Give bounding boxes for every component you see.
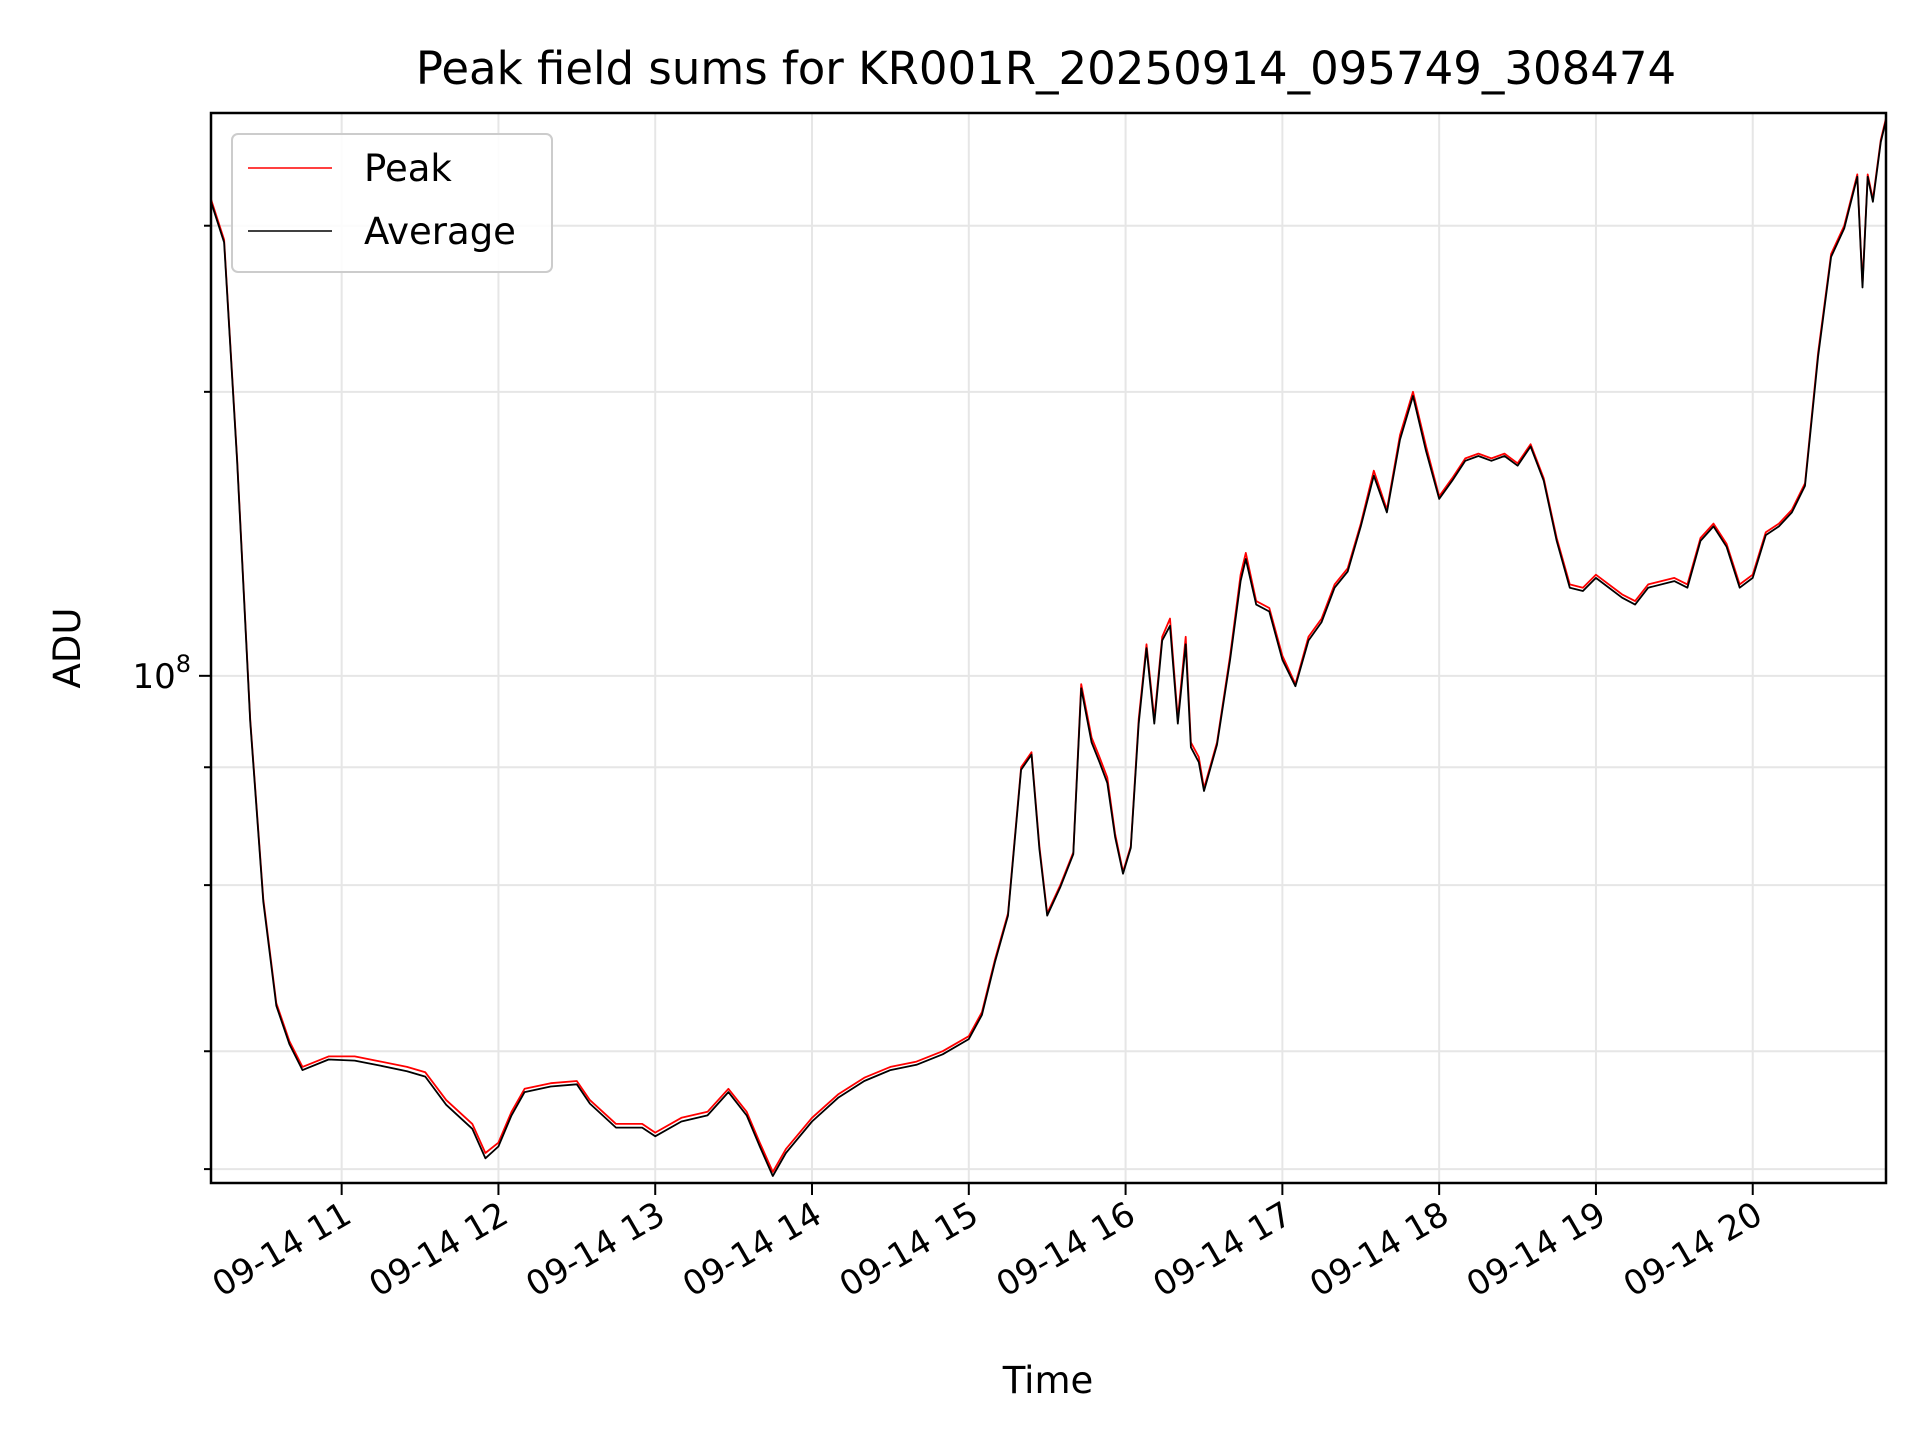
legend-label-peak: Peak bbox=[364, 147, 452, 190]
legend: Peak Average bbox=[231, 133, 553, 273]
grid-layer bbox=[211, 113, 1886, 1183]
legend-label-average: Average bbox=[364, 210, 516, 253]
x-axis-label: Time bbox=[1002, 1359, 1094, 1402]
series-line-average bbox=[210, 120, 1887, 1177]
y-tick-label: 108 bbox=[132, 650, 191, 697]
plot-area-frame bbox=[209, 111, 1888, 1185]
chart-title: Peak field sums for KR001R_20250914_0957… bbox=[416, 42, 1676, 95]
series-layer bbox=[210, 117, 1887, 1177]
y-axis-label: ADU bbox=[46, 608, 89, 689]
series-line-peak bbox=[210, 117, 1887, 1173]
